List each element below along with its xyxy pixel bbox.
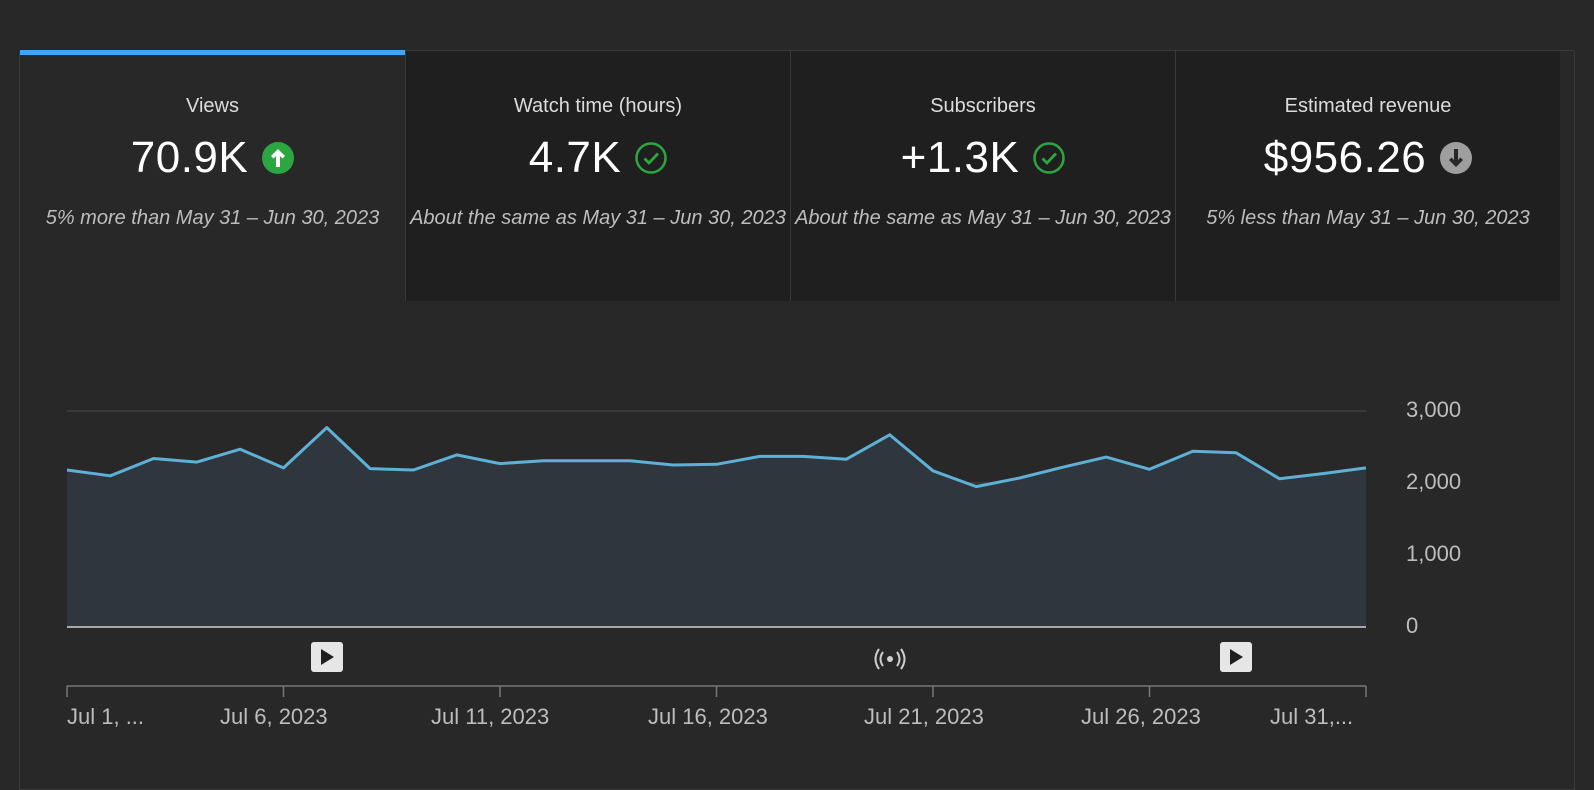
x-tick-label: Jul 26, 2023 — [1081, 704, 1201, 729]
y-tick-label: 2,000 — [1406, 469, 1462, 494]
metric-value: 70.9K — [130, 133, 249, 182]
series-area — [67, 427, 1366, 627]
x-tick-label: Jul 21, 2023 — [864, 704, 984, 729]
series-line — [66, 426, 1367, 489]
views-chart — [66, 410, 1367, 697]
metric-value: +1.3K — [900, 133, 1020, 182]
metric-tabs: Views 70.9K 5% more than May 31 – Jun 30… — [20, 50, 1576, 301]
metric-comparison: About the same as May 31 – Jun 30, 2023 — [795, 207, 1171, 229]
x-tick-label: Jul 1, ... — [67, 704, 145, 729]
metric-value: 4.7K — [528, 133, 622, 182]
x-tick-label: Jul 31,... — [1270, 704, 1354, 729]
metric-tab-subscribers[interactable]: Subscribers +1.3K About the same as May … — [790, 51, 1175, 301]
x-tick-label: Jul 16, 2023 — [648, 704, 768, 729]
metric-label: Estimated revenue — [1284, 95, 1452, 117]
check-circle-icon — [635, 142, 667, 174]
video-marker-play-icon[interactable] — [310, 642, 343, 672]
trend-down-icon — [1440, 142, 1473, 174]
metric-tab-estimated-revenue[interactable]: Estimated revenue $956.26 5% less than M… — [1175, 51, 1560, 301]
check-circle-icon — [1033, 142, 1066, 174]
metric-label: Subscribers — [930, 95, 1036, 117]
y-tick-label: 3,000 — [1406, 397, 1462, 422]
analytics-panel: Views 70.9K 5% more than May 31 – Jun 30… — [19, 50, 1575, 790]
metric-comparison: 5% more than May 31 – Jun 30, 2023 — [45, 207, 380, 229]
live-stream-marker-icon[interactable] — [872, 644, 908, 674]
y-tick-label: 1,000 — [1406, 541, 1462, 566]
x-tick-label: Jul 6, 2023 — [220, 704, 328, 729]
metric-label: Watch time (hours) — [513, 95, 683, 117]
metric-tab-views[interactable]: Views 70.9K 5% more than May 31 – Jun 30… — [20, 50, 405, 301]
x-tick-label: Jul 11, 2023 — [431, 704, 550, 729]
metric-comparison: About the same as May 31 – Jun 30, 2023 — [410, 207, 786, 229]
metric-value: $956.26 — [1263, 133, 1427, 182]
trend-up-icon — [262, 142, 295, 174]
metric-comparison: 5% less than May 31 – Jun 30, 2023 — [1206, 207, 1530, 229]
metric-tab-watch-time[interactable]: Watch time (hours) 4.7K About the same a… — [405, 51, 790, 301]
metric-label: Views — [186, 95, 239, 117]
video-marker-play-icon[interactable] — [1220, 642, 1253, 672]
y-tick-label: 0 — [1406, 613, 1419, 638]
